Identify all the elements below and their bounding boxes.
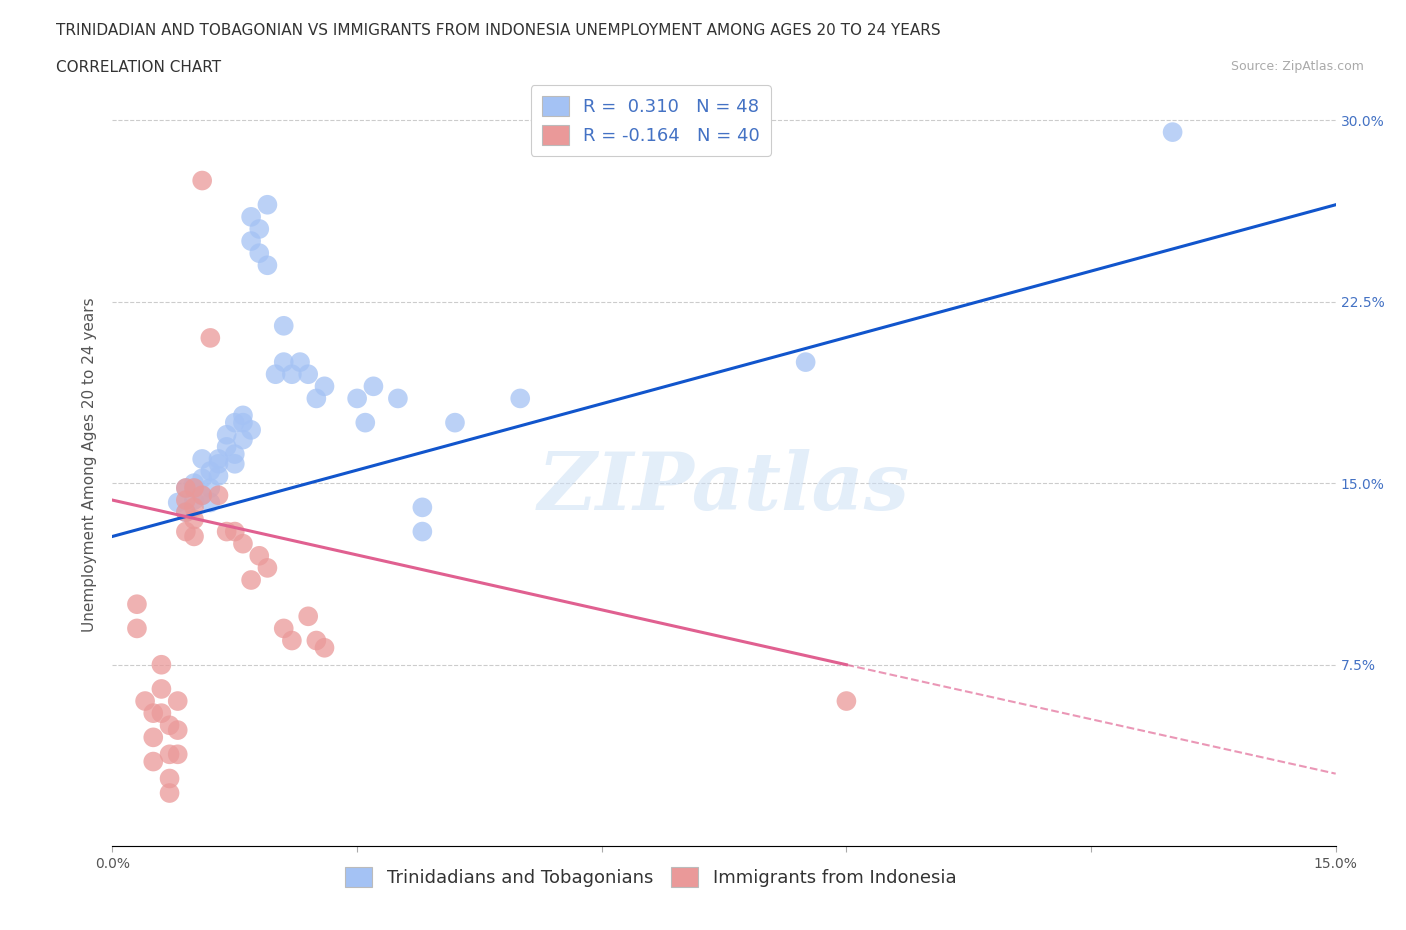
Point bbox=[207, 488, 229, 503]
Point bbox=[240, 233, 263, 248]
Point bbox=[247, 246, 270, 260]
Point bbox=[191, 173, 214, 188]
Point bbox=[183, 476, 205, 491]
Point bbox=[159, 718, 181, 733]
Point bbox=[794, 354, 817, 369]
Point bbox=[281, 633, 304, 648]
Point bbox=[232, 432, 254, 447]
Point bbox=[297, 366, 319, 381]
Point bbox=[1161, 125, 1184, 140]
Point bbox=[166, 723, 188, 737]
Point bbox=[200, 495, 222, 510]
Point bbox=[224, 525, 246, 539]
Point bbox=[835, 694, 858, 709]
Point bbox=[183, 493, 205, 508]
Point bbox=[207, 451, 229, 466]
Point bbox=[363, 379, 385, 393]
Point bbox=[142, 706, 165, 721]
Point bbox=[354, 415, 377, 430]
Point bbox=[256, 197, 278, 212]
Point bbox=[314, 379, 336, 393]
Point bbox=[215, 525, 238, 539]
Legend: Trinidadians and Tobagonians, Immigrants from Indonesia: Trinidadians and Tobagonians, Immigrants… bbox=[337, 860, 963, 895]
Point bbox=[174, 481, 197, 496]
Point bbox=[200, 464, 222, 479]
Point bbox=[159, 771, 181, 786]
Point bbox=[166, 694, 188, 709]
Point bbox=[444, 415, 467, 430]
Point bbox=[142, 754, 165, 769]
Point bbox=[150, 658, 173, 672]
Point bbox=[183, 529, 205, 544]
Point bbox=[207, 469, 229, 484]
Y-axis label: Unemployment Among Ages 20 to 24 years: Unemployment Among Ages 20 to 24 years bbox=[82, 298, 97, 632]
Point bbox=[305, 633, 328, 648]
Point bbox=[159, 747, 181, 762]
Point bbox=[288, 354, 311, 369]
Point bbox=[183, 481, 205, 496]
Text: ZIPatlas: ZIPatlas bbox=[538, 449, 910, 526]
Point bbox=[174, 481, 197, 496]
Point bbox=[297, 609, 319, 624]
Point bbox=[256, 561, 278, 576]
Point bbox=[264, 366, 287, 381]
Point bbox=[247, 221, 270, 236]
Point bbox=[125, 597, 148, 612]
Point bbox=[142, 730, 165, 745]
Point bbox=[207, 457, 229, 472]
Text: TRINIDADIAN AND TOBAGONIAN VS IMMIGRANTS FROM INDONESIA UNEMPLOYMENT AMONG AGES : TRINIDADIAN AND TOBAGONIAN VS IMMIGRANTS… bbox=[56, 23, 941, 38]
Point bbox=[273, 354, 295, 369]
Point bbox=[174, 493, 197, 508]
Point bbox=[232, 537, 254, 551]
Point bbox=[191, 451, 214, 466]
Point bbox=[174, 505, 197, 520]
Point bbox=[240, 422, 263, 437]
Point bbox=[200, 481, 222, 496]
Point bbox=[183, 500, 205, 515]
Point bbox=[273, 318, 295, 333]
Point bbox=[174, 505, 197, 520]
Point bbox=[411, 500, 433, 515]
Point bbox=[247, 549, 270, 564]
Point bbox=[273, 621, 295, 636]
Point bbox=[305, 391, 328, 405]
Text: Source: ZipAtlas.com: Source: ZipAtlas.com bbox=[1230, 60, 1364, 73]
Point bbox=[125, 621, 148, 636]
Point bbox=[191, 488, 214, 503]
Point bbox=[183, 481, 205, 496]
Point bbox=[166, 495, 188, 510]
Point bbox=[240, 209, 263, 224]
Point bbox=[387, 391, 409, 405]
Text: CORRELATION CHART: CORRELATION CHART bbox=[56, 60, 221, 75]
Point bbox=[215, 439, 238, 454]
Point bbox=[411, 525, 433, 539]
Point bbox=[191, 488, 214, 503]
Point bbox=[224, 457, 246, 472]
Point bbox=[191, 471, 214, 485]
Point bbox=[150, 682, 173, 697]
Point bbox=[215, 427, 238, 442]
Point bbox=[256, 258, 278, 272]
Point bbox=[314, 641, 336, 656]
Point bbox=[346, 391, 368, 405]
Point bbox=[281, 366, 304, 381]
Point bbox=[150, 706, 173, 721]
Point bbox=[509, 391, 531, 405]
Point bbox=[224, 415, 246, 430]
Point bbox=[232, 415, 254, 430]
Point bbox=[159, 786, 181, 801]
Point bbox=[174, 525, 197, 539]
Point bbox=[183, 512, 205, 527]
Point bbox=[232, 408, 254, 423]
Point bbox=[134, 694, 156, 709]
Point bbox=[166, 747, 188, 762]
Point bbox=[240, 573, 263, 588]
Point bbox=[224, 446, 246, 461]
Point bbox=[200, 330, 222, 345]
